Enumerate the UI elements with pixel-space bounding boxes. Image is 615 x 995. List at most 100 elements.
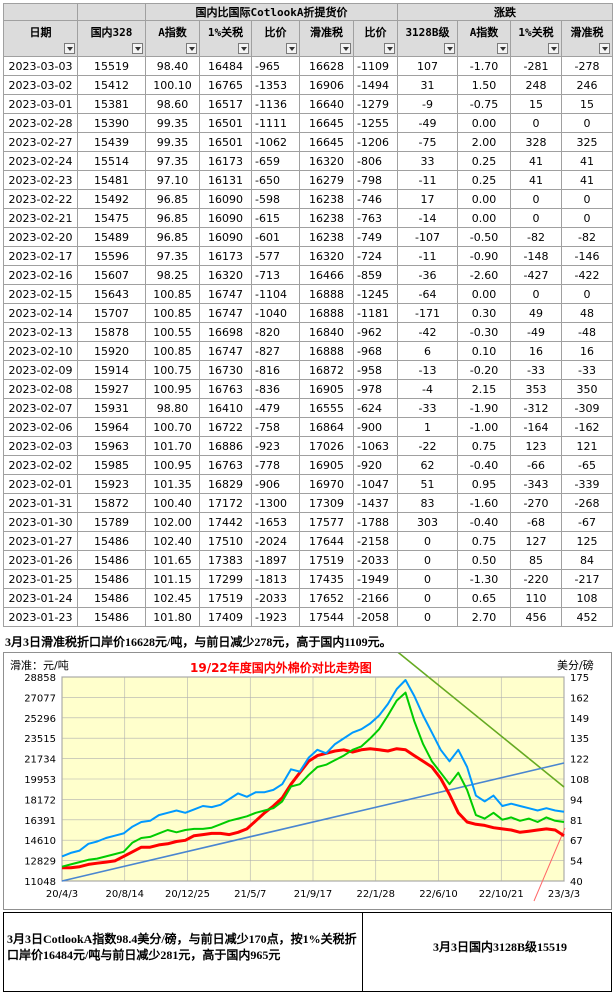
table-cell: 16722 (199, 417, 252, 437)
table-cell: 0.25 (457, 170, 511, 190)
table-cell: -906 (251, 474, 300, 494)
filter-dropdown-icon[interactable] (497, 43, 508, 54)
table-cell: 0 (397, 607, 458, 627)
table-cell: 0 (510, 189, 562, 209)
table-cell: 16645 (299, 113, 354, 133)
table-cell: -2158 (353, 531, 398, 551)
table-cell: 48 (561, 303, 613, 323)
filter-dropdown-icon[interactable] (384, 43, 395, 54)
table-cell: 16501 (199, 113, 252, 133)
table-cell: 15878 (77, 322, 146, 342)
table-cell: 17026 (299, 436, 354, 456)
table-cell: 2023-02-08 (3, 379, 78, 399)
table-cell: -836 (251, 379, 300, 399)
table-cell: 100.40 (145, 493, 200, 513)
filter-dropdown-icon[interactable] (132, 43, 143, 54)
table-cell: -659 (251, 151, 300, 171)
table-cell: 0.25 (457, 151, 511, 171)
filter-dropdown-icon[interactable] (64, 43, 75, 54)
filter-dropdown-icon[interactable] (186, 43, 197, 54)
table-cell: -816 (251, 360, 300, 380)
table-cell: 17544 (299, 607, 354, 627)
y-left-tick: 18172 (24, 795, 56, 806)
table-cell: -577 (251, 246, 300, 266)
table-cell: 2023-01-25 (3, 569, 78, 589)
table-cell: -1255 (353, 113, 398, 133)
table-cell: 0.65 (457, 588, 511, 608)
table-cell: 15789 (77, 512, 146, 532)
table-cell: -36 (397, 265, 458, 285)
table-cell: 16628 (299, 56, 354, 76)
table-cell: 2.70 (457, 607, 511, 627)
y-left-tick: 23515 (24, 734, 56, 745)
filter-dropdown-icon[interactable] (548, 43, 559, 54)
table-cell: 0.75 (457, 531, 511, 551)
x-tick: 22/1/28 (356, 889, 395, 900)
table-cell: 2023-03-01 (3, 94, 78, 114)
table-cell: -806 (353, 151, 398, 171)
table-cell: 1.50 (457, 75, 511, 95)
y-left-tick: 28858 (24, 673, 56, 684)
table-cell: -1181 (353, 303, 398, 323)
table-cell: 41 (561, 170, 613, 190)
table-cell: 16090 (199, 208, 252, 228)
table-cell: -1300 (251, 493, 300, 513)
table-cell: -0.75 (457, 94, 511, 114)
column-header: 1%关税 (199, 20, 252, 57)
table-cell: -2.60 (457, 265, 511, 285)
table-cell: 16173 (199, 246, 252, 266)
table-row: 2023-02-23 15481 97.10 16131 -650 16279 -798 -1… (3, 170, 613, 190)
table-cell: 15920 (77, 341, 146, 361)
table-cell: 15596 (77, 246, 146, 266)
filter-dropdown-icon[interactable] (599, 43, 610, 54)
table-cell: 96.85 (145, 227, 200, 247)
table-cell: 16320 (199, 265, 252, 285)
x-tick: 21/9/17 (294, 889, 333, 900)
table-cell: 2023-01-27 (3, 531, 78, 551)
table-cell: 101.70 (145, 436, 200, 456)
table-cell: 16645 (299, 132, 354, 152)
table-cell: 2023-01-24 (3, 588, 78, 608)
x-tick: 20/4/3 (46, 889, 78, 900)
table-cell: 110 (510, 588, 562, 608)
table-cell: 51 (397, 474, 458, 494)
filter-dropdown-icon[interactable] (444, 43, 455, 54)
trend-line-down (397, 653, 565, 788)
table-cell: 15486 (77, 531, 146, 551)
table-cell: 108 (561, 588, 613, 608)
table-cell: 350 (561, 379, 613, 399)
y-right-tick: 135 (570, 734, 589, 745)
table-cell: -0.20 (457, 360, 511, 380)
table-cell: 246 (561, 75, 613, 95)
filter-dropdown-icon[interactable] (340, 43, 351, 54)
table-cell: 15486 (77, 607, 146, 627)
table-cell: -220 (510, 569, 562, 589)
table-cell: 98.80 (145, 398, 200, 418)
table-cell: -615 (251, 208, 300, 228)
table-cell: 15519 (77, 56, 146, 76)
filter-dropdown-icon[interactable] (238, 43, 249, 54)
table-cell: 16238 (299, 208, 354, 228)
table-cell: 16279 (299, 170, 354, 190)
table-cell: 16888 (299, 284, 354, 304)
table-cell: 100.85 (145, 303, 200, 323)
table-cell: 98.60 (145, 94, 200, 114)
table-cell: -281 (510, 56, 562, 76)
table-cell: -758 (251, 417, 300, 437)
table-cell: -601 (251, 227, 300, 247)
table-cell: 15872 (77, 493, 146, 513)
line-chart: 28858 175 27077 162 25296 149 23515 135 21734 122… (24, 653, 589, 902)
table-cell: 100.85 (145, 341, 200, 361)
table-cell: -148 (510, 246, 562, 266)
table-cell: 16640 (299, 94, 354, 114)
table-cell: 15475 (77, 208, 146, 228)
table-cell: -958 (353, 360, 398, 380)
table-cell: 2023-01-23 (3, 607, 78, 627)
table-cell: 15514 (77, 151, 146, 171)
table-cell: -1653 (251, 512, 300, 532)
trend-line-up (61, 762, 565, 882)
table-cell: -650 (251, 170, 300, 190)
table-cell: -1788 (353, 512, 398, 532)
table-cell: 17652 (299, 588, 354, 608)
filter-dropdown-icon[interactable] (286, 43, 297, 54)
